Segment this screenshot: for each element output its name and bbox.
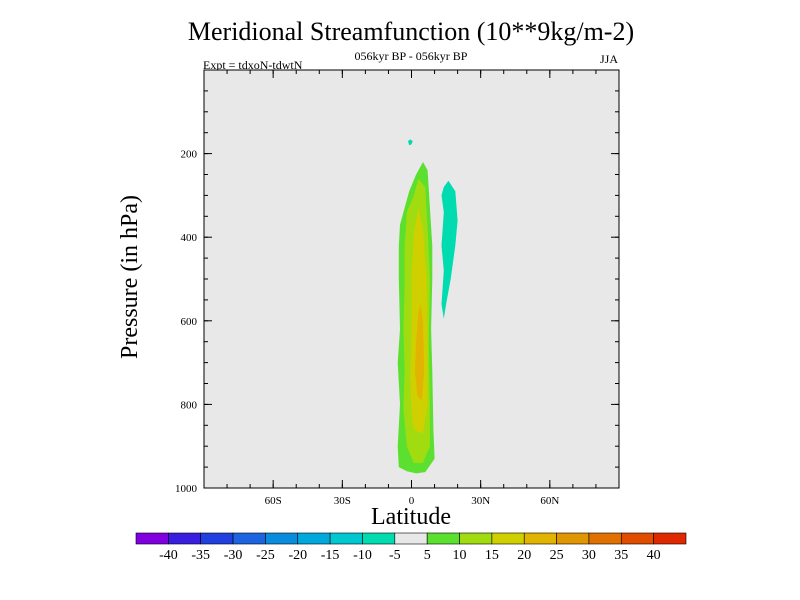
colorbar-label: -10 <box>353 548 372 563</box>
colorbar-label: 35 <box>614 548 628 563</box>
contour-layer <box>397 139 458 474</box>
chart-subtitle-left: Expt = tdxoN-tdwtN <box>203 58 303 72</box>
y-tick-label: 800 <box>181 399 198 411</box>
colorbar-box <box>297 532 331 545</box>
colorbar-box <box>168 532 202 545</box>
x-axis-title: Latitude <box>371 504 451 530</box>
axis-ticks: 60S 30S 0 30N 60N 200 400 600 800 1000 <box>175 70 619 507</box>
colorbar-box <box>232 532 266 545</box>
colorbar-label: 20 <box>517 548 531 563</box>
y-tick-label: 400 <box>181 232 198 244</box>
contour-negative-10-5-small <box>408 139 413 146</box>
y-tick-label: 200 <box>181 149 198 161</box>
x-tick-label: 60S <box>265 495 282 507</box>
colorbar-box <box>653 532 687 545</box>
colorbar: -40 -35 -30 -25 -20 -15 -10 -5 5 10 15 20 25 30 35 40 <box>135 532 687 563</box>
contour-positive-20-25 <box>415 304 425 401</box>
contour-negative-10-5-main <box>441 180 458 319</box>
colorbar-box <box>556 532 590 545</box>
colorbar-label: -30 <box>224 548 243 563</box>
colorbar-box <box>620 532 654 545</box>
colorbar-label: -35 <box>191 548 210 563</box>
colorbar-label: -40 <box>159 548 178 563</box>
colorbar-label: 10 <box>453 548 467 563</box>
y-tick-label: 600 <box>181 316 198 328</box>
y-axis-title: Pressure (in hPa) <box>117 195 143 359</box>
colorbar-box <box>329 532 363 545</box>
colorbar-box <box>362 532 396 545</box>
colorbar-box <box>588 532 622 545</box>
colorbar-box <box>265 532 299 545</box>
colorbar-box <box>491 532 525 545</box>
colorbar-label: -20 <box>288 548 307 563</box>
colorbar-label: -25 <box>256 548 275 563</box>
colorbar-label: 5 <box>424 548 431 563</box>
y-tick-label: 1000 <box>175 483 198 495</box>
x-tick-label: 0 <box>409 495 415 507</box>
colorbar-label: -5 <box>389 548 401 563</box>
chart-subtitle-right: JJA <box>600 52 618 66</box>
x-tick-label: 30S <box>334 495 351 507</box>
chart-subtitle-center: 056kyr BP - 056kyr BP <box>355 49 468 63</box>
colorbar-box <box>200 532 234 545</box>
colorbar-label: -15 <box>321 548 340 563</box>
colorbar-label: 25 <box>550 548 564 563</box>
colorbar-box <box>135 532 169 545</box>
colorbar-label: 15 <box>485 548 499 563</box>
colorbar-box <box>394 532 428 545</box>
colorbar-label: 40 <box>647 548 661 563</box>
colorbar-box <box>426 532 460 545</box>
colorbar-label: 30 <box>582 548 596 563</box>
colorbar-box <box>523 532 557 545</box>
colorbar-box <box>459 532 493 545</box>
chart-title: Meridional Streamfunction (10**9kg/m-2) <box>188 17 634 46</box>
x-tick-label: 30N <box>471 495 490 507</box>
x-tick-label: 60N <box>540 495 559 507</box>
